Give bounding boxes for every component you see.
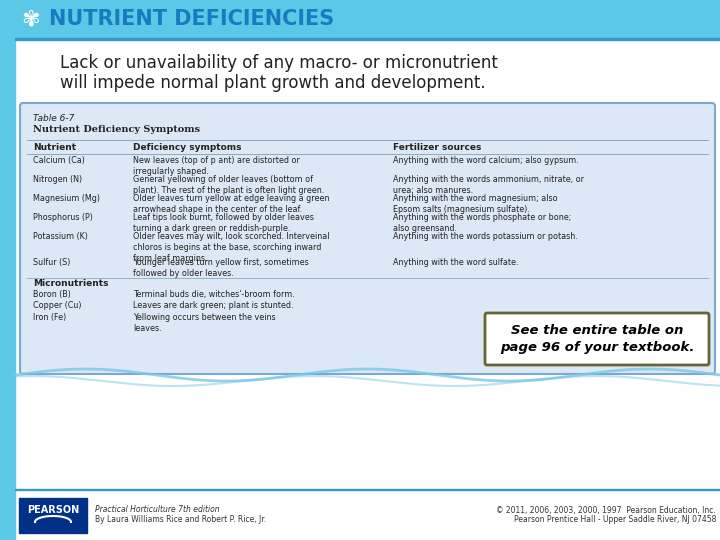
Text: will impede normal plant growth and development.: will impede normal plant growth and deve…: [60, 74, 485, 92]
Text: Nutrient: Nutrient: [33, 143, 76, 152]
Text: Pearson Prentice Hall - Upper Saddle River, NJ 07458: Pearson Prentice Hall - Upper Saddle Riv…: [513, 516, 716, 524]
FancyBboxPatch shape: [485, 313, 709, 365]
Text: New leaves (top of p ant) are distorted or
irregularly shaped.: New leaves (top of p ant) are distorted …: [133, 156, 300, 176]
Text: Potassium (K): Potassium (K): [33, 232, 88, 241]
Text: © 2011, 2006, 2003, 2000, 1997  Pearson Education, Inc.: © 2011, 2006, 2003, 2000, 1997 Pearson E…: [496, 505, 716, 515]
FancyBboxPatch shape: [20, 103, 715, 374]
Text: Calcium (Ca): Calcium (Ca): [33, 156, 85, 165]
Text: General yellowing of older leaves (bottom of
plant). The rest of the plant is of: General yellowing of older leaves (botto…: [133, 175, 324, 195]
Text: Anything with the word magnesium; also
Epsom salts (magnesium sulfate).: Anything with the word magnesium; also E…: [393, 194, 557, 214]
Text: Phosphorus (P): Phosphorus (P): [33, 213, 93, 222]
Text: Copper (Cu): Copper (Cu): [33, 301, 81, 310]
Text: NUTRIENT DEFICIENCIES: NUTRIENT DEFICIENCIES: [49, 9, 334, 29]
Text: Micronutrients: Micronutrients: [33, 279, 109, 288]
Bar: [0, 0, 15, 540]
Text: Fertilizer sources: Fertilizer sources: [393, 143, 482, 152]
Text: Anything with the words potassium or potash.: Anything with the words potassium or pot…: [393, 232, 577, 241]
Text: PEARSON: PEARSON: [27, 505, 79, 515]
Text: Lack or unavailability of any macro- or micronutrient: Lack or unavailability of any macro- or …: [60, 54, 498, 72]
Text: Table 6-7: Table 6-7: [33, 114, 74, 123]
Text: Nutrient Deficiency Symptoms: Nutrient Deficiency Symptoms: [33, 125, 200, 134]
Text: Boron (B): Boron (B): [33, 290, 71, 299]
Bar: [19, 497, 87, 532]
Bar: [15, 489, 720, 490]
Text: Terminal buds die, witches'-broom form.: Terminal buds die, witches'-broom form.: [133, 290, 294, 299]
Text: Younger leaves turn yellow first, sometimes
followed by older leaves.: Younger leaves turn yellow first, someti…: [133, 258, 309, 278]
Text: Nitrogen (N): Nitrogen (N): [33, 175, 82, 184]
Text: ✾: ✾: [22, 9, 40, 29]
Text: By Laura Williams Rice and Robert P. Rice, Jr.: By Laura Williams Rice and Robert P. Ric…: [95, 516, 266, 524]
Text: Leaf tips look burnt, followed by older leaves
turning a dark green or reddish-p: Leaf tips look burnt, followed by older …: [133, 213, 314, 233]
Text: See the entire table on
page 96 of your textbook.: See the entire table on page 96 of your …: [500, 323, 694, 354]
Text: Yellowing occurs between the veins
leaves.: Yellowing occurs between the veins leave…: [133, 313, 276, 333]
Text: Practical Horticulture 7th edition: Practical Horticulture 7th edition: [95, 505, 220, 515]
Text: Deficiency symptoms: Deficiency symptoms: [133, 143, 241, 152]
Text: Magnesium (Mg): Magnesium (Mg): [33, 194, 100, 203]
Text: Older leaves turn yellow at edge leaving a green
arrowhead shape in the center o: Older leaves turn yellow at edge leaving…: [133, 194, 330, 214]
Text: Older leaves may wilt, look scorched. Interveinal
chloros is begins at the base,: Older leaves may wilt, look scorched. In…: [133, 232, 330, 263]
Text: Anything with the words ammonium, nitrate, or
urea; also manures.: Anything with the words ammonium, nitrat…: [393, 175, 584, 195]
Bar: [15, 0, 720, 38]
Text: Anything with the word calcium; also gypsum.: Anything with the word calcium; also gyp…: [393, 156, 579, 165]
Text: Iron (Fe): Iron (Fe): [33, 313, 66, 322]
Text: Anything with the words phosphate or bone;
also greensand.: Anything with the words phosphate or bon…: [393, 213, 572, 233]
Text: Anything with the word sulfate.: Anything with the word sulfate.: [393, 258, 518, 267]
Text: Leaves are dark green; plant is stunted.: Leaves are dark green; plant is stunted.: [133, 301, 294, 310]
Bar: [15, 38, 720, 40]
Text: Sulfur (S): Sulfur (S): [33, 258, 71, 267]
